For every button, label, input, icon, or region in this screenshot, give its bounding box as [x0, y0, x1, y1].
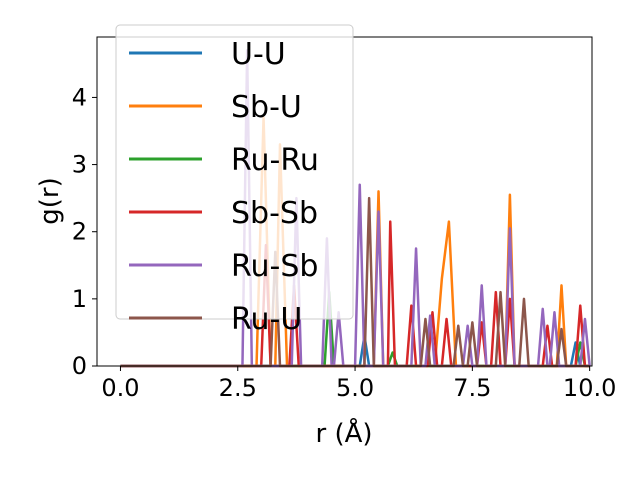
legend-label-sb-sb: Sb-Sb	[231, 196, 318, 231]
y-tick-label: 4	[72, 83, 87, 111]
series-line-sb-sb	[120, 220, 590, 368]
x-axis-label: r (Å)	[315, 417, 372, 449]
y-tick-label: 0	[72, 352, 87, 380]
legend-frame	[115, 24, 354, 320]
y-tick-label: 2	[72, 218, 87, 246]
x-tick-label: 2.5	[219, 374, 257, 402]
x-axis-ticks: 0.0 2.5 5.0 7.5 10.0	[101, 366, 616, 402]
y-axis-ticks: 0 1 2 3 4	[72, 83, 97, 380]
legend: U-U Sb-U Ru-Ru Sb-Sb Ru-Sb Ru-U	[115, 24, 354, 337]
legend-label-sb-u: Sb-U	[231, 90, 302, 125]
legend-label-ru-u: Ru-U	[231, 302, 302, 337]
y-axis-label: g(r)	[35, 177, 65, 224]
x-tick-label: 5.0	[336, 374, 374, 402]
x-tick-label: 0.0	[101, 374, 139, 402]
y-tick-label: 1	[72, 285, 87, 313]
x-tick-label: 7.5	[453, 374, 491, 402]
y-tick-label: 3	[72, 151, 87, 179]
legend-label-ru-sb: Ru-Sb	[231, 249, 318, 284]
legend-items: U-U Sb-U Ru-Ru Sb-Sb Ru-Sb Ru-U	[129, 37, 319, 337]
legend-label-ru-ru: Ru-Ru	[231, 143, 319, 178]
x-tick-label: 10.0	[563, 374, 616, 402]
legend-label-u-u: U-U	[231, 37, 286, 72]
